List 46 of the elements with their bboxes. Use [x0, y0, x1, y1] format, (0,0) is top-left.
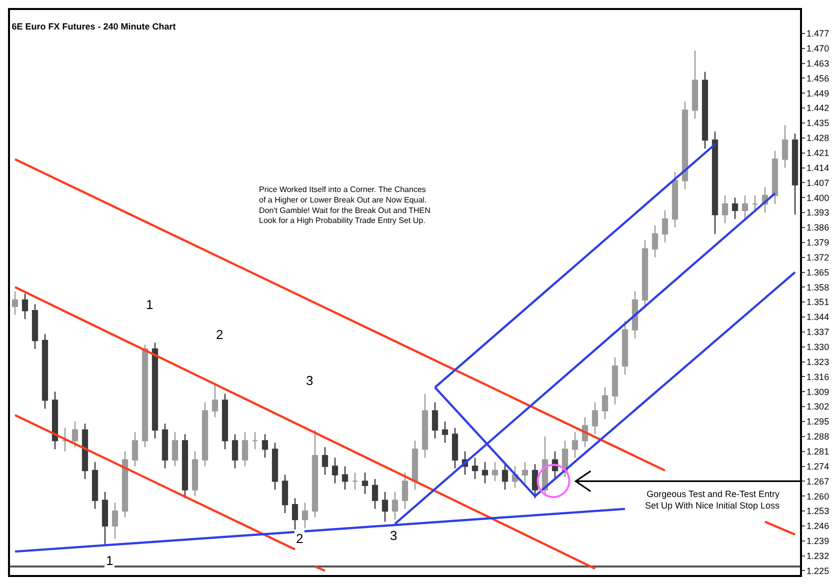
annotation: 2 [216, 327, 224, 342]
y-tick-label: 1.281 [806, 446, 830, 456]
y-tick-label: 1.344 [806, 312, 830, 322]
y-tick-label: 1.246 [806, 521, 830, 532]
y-tick-label: 1.400 [806, 192, 830, 203]
annotation: 1 [106, 553, 114, 568]
y-tick-label: 1.477 [806, 28, 830, 39]
y-tick-label: 1.232 [806, 550, 830, 561]
annotation: Price Worked Itself into a Corner. The Chances of a Higher or Lower Break Out are Now Equal. Don't Gamble! Wait for the Break Out and THEN Look for a High Probability Trade Entry Set Up. [259, 185, 431, 226]
y-tick-label: 1.309 [806, 386, 830, 397]
y-tick-label: 1.386 [806, 222, 830, 233]
y-tick-label: 1.302 [806, 402, 830, 412]
y-tick-label: 1.379 [806, 238, 830, 248]
y-tick-label: 1.407 [806, 178, 830, 188]
annotation: 1 [146, 297, 154, 312]
y-tick-label: 1.351 [806, 297, 830, 308]
y-tick-label: 1.365 [806, 267, 830, 278]
y-tick-label: 1.239 [806, 536, 830, 546]
y-tick-label: 1.316 [806, 372, 830, 382]
y-tick-label: 1.456 [806, 73, 830, 84]
y-tick-label: 1.442 [806, 103, 830, 114]
annotation: 3 [390, 528, 398, 543]
y-tick-label: 1.435 [806, 118, 830, 128]
text: 6E Euro FX Futures - 240 Minute Chart [12, 22, 176, 32]
y-tick-label: 1.260 [806, 491, 830, 502]
y-tick-label: 1.295 [806, 416, 830, 427]
annotation: 3 [306, 373, 314, 388]
y-tick-label: 1.372 [806, 252, 830, 262]
annotation: Gorgeous Test and Re-Test Entry Set Up With Nice Initial Stop Loss [645, 489, 780, 511]
y-tick-label: 1.274 [806, 461, 830, 472]
y-tick-label: 1.288 [806, 432, 830, 442]
y-tick-label: 1.323 [806, 356, 830, 367]
annotation: 2 [296, 531, 304, 546]
y-tick-label: 1.463 [806, 58, 830, 68]
y-tick-label: 1.330 [806, 342, 830, 352]
y-tick-label: 1.358 [806, 282, 830, 292]
y-tick-label: 1.267 [806, 476, 830, 486]
y-tick-label: 1.225 [806, 566, 830, 576]
y-tick-label: 1.337 [806, 327, 830, 338]
y-tick-label: 1.253 [806, 506, 830, 516]
y-tick-label: 1.414 [806, 162, 830, 173]
y-tick-label: 1.393 [806, 208, 830, 218]
y-tick-label: 1.421 [806, 148, 830, 158]
y-tick-label: 1.428 [806, 133, 830, 144]
y-tick-label: 1.449 [806, 88, 830, 98]
y-tick-label: 1.470 [806, 44, 830, 54]
